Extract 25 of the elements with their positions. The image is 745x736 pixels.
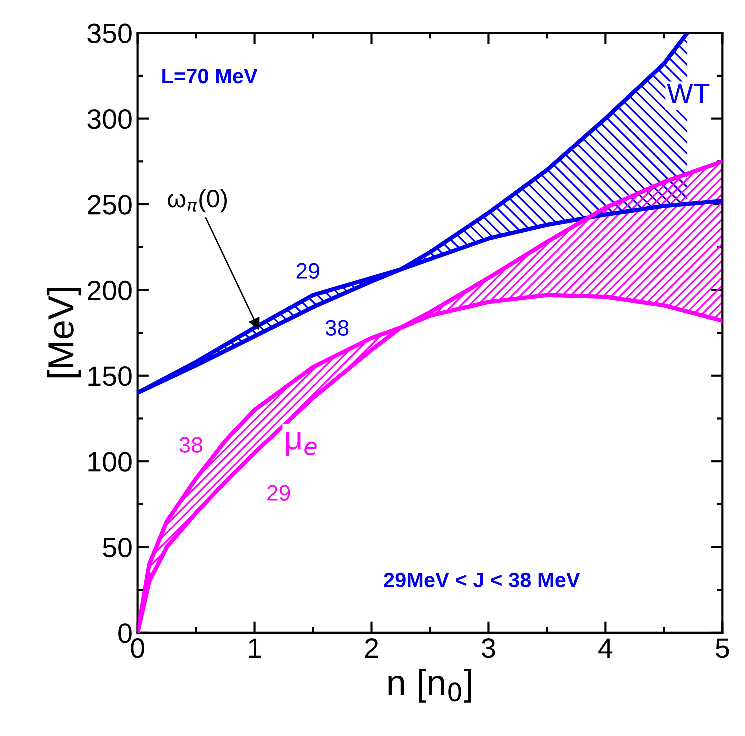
y-tick-label: 300 [88, 109, 132, 130]
annotation: μ$_{e}$ [286, 432, 317, 456]
y-tick-label: 250 [88, 195, 132, 215]
y-tick-label: 150 [88, 366, 132, 386]
y-tick-label: 100 [88, 452, 132, 472]
y-tick-label: 200 [88, 280, 132, 301]
x-axis-title: n [n$_{0}$] [388, 669, 472, 703]
y-axis-title: [MeV] [47, 288, 82, 378]
x-tick-label: 0 [131, 638, 144, 658]
annotation: 29MeV < J < 38 MeV [384, 572, 580, 588]
y-tick-label: 50 [103, 538, 132, 558]
series-label: 38 [326, 320, 349, 336]
series-label: 29 [268, 485, 290, 501]
annotation: WT [667, 84, 710, 104]
x-tick-label: 4 [598, 638, 613, 658]
x-tick-label: 2 [365, 638, 378, 658]
series-label: 29 [296, 263, 320, 280]
y-tick-label: 350 [88, 24, 132, 44]
x-tick-label: 3 [482, 638, 496, 658]
annotation: L=70 MeV [162, 68, 258, 84]
x-tick-label: 5 [716, 638, 730, 658]
annotation: ω$_{π}$(0) [168, 189, 228, 213]
x-tick-label: 1 [249, 638, 262, 658]
y-tick-label: 0 [118, 624, 132, 644]
series-label: 38 [180, 437, 203, 453]
